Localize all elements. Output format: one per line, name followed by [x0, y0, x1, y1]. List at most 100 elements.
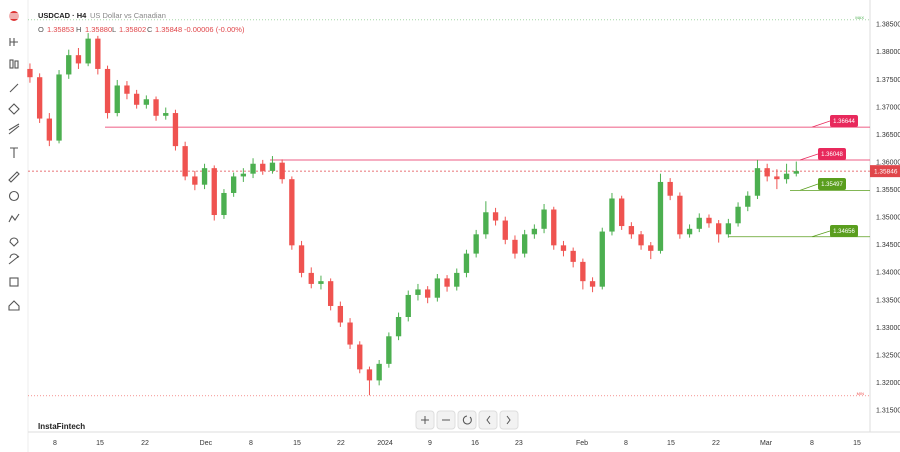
y-tick-label: 1.38500 — [876, 22, 900, 29]
candle-body — [66, 55, 72, 75]
candle-body — [163, 113, 169, 116]
trend-tool[interactable] — [9, 83, 19, 93]
y-tick-label: 1.33500 — [876, 297, 900, 304]
x-tick-label: Feb — [576, 440, 588, 447]
text-tool[interactable] — [10, 147, 18, 158]
candle-body — [395, 316, 402, 337]
ohlc-label: L — [112, 25, 116, 34]
candle-body — [269, 162, 276, 171]
y-tick-label: 1.32500 — [876, 352, 900, 359]
candle-body — [521, 234, 528, 254]
x-tick-label: 16 — [471, 440, 479, 447]
candle-body — [793, 171, 799, 174]
candle-body — [289, 179, 295, 246]
magnet-tool[interactable] — [9, 237, 19, 247]
candle-body — [492, 212, 499, 221]
candle-body — [745, 195, 751, 207]
fib-tool[interactable] — [8, 123, 20, 135]
emoji-tool[interactable] — [8, 190, 20, 202]
pattern-tool[interactable] — [8, 103, 20, 115]
candle-body — [667, 181, 673, 196]
candle-body — [424, 289, 431, 298]
candle-body — [415, 289, 421, 295]
x-tick-label: 8 — [53, 440, 57, 447]
ohlc-label: C — [147, 25, 153, 34]
candle-body — [337, 305, 344, 323]
hide-tool[interactable] — [8, 253, 20, 265]
level-connector — [811, 120, 831, 128]
candle-body — [454, 272, 460, 287]
candle-body — [648, 245, 654, 251]
x-tick-label: 22 — [141, 440, 149, 447]
home-tool[interactable] — [8, 300, 20, 311]
y-tick-label: 1.33000 — [876, 325, 900, 332]
candle-body — [735, 206, 741, 224]
x-tick-label: 15 — [667, 440, 675, 447]
level-label-box — [830, 225, 858, 237]
current-price-box — [870, 165, 900, 178]
candle-body — [46, 118, 53, 141]
candle-body — [250, 163, 256, 174]
y-tick-label: 1.31500 — [876, 408, 900, 415]
change: -0.00006 (-0.00%) — [184, 25, 245, 34]
candle-body — [405, 294, 411, 317]
x-tick-label: 15 — [96, 440, 104, 447]
candle-body — [347, 322, 353, 345]
y-tick-label: 1.36500 — [876, 132, 900, 139]
candle-body — [308, 272, 314, 284]
candle-body — [483, 212, 489, 235]
y-tick-label: 1.37500 — [876, 77, 900, 84]
y-tick-label: 1.35500 — [876, 187, 900, 194]
candle-body — [318, 281, 324, 284]
y-tick-label: 1.38000 — [876, 49, 900, 56]
level-connector — [799, 183, 819, 191]
candle-body — [657, 181, 664, 251]
candle-body — [725, 223, 732, 235]
level-connector — [811, 230, 831, 238]
candle-body — [133, 93, 140, 105]
candle-body — [56, 74, 62, 141]
x-tick-label: 8 — [810, 440, 814, 447]
candle-body — [463, 253, 470, 273]
candle-body — [580, 261, 586, 282]
bars-tool[interactable] — [9, 59, 14, 69]
level-label: 1.36644 — [833, 119, 855, 125]
x-tick-label: Mar — [760, 440, 773, 447]
candle-body — [638, 234, 644, 246]
instrument-name: US Dollar vs Canadian — [90, 11, 166, 20]
candle-body — [764, 168, 770, 177]
ohlc-value: 1.35848 — [155, 25, 182, 34]
candle-body — [366, 369, 373, 381]
extreme-label: MAX — [855, 15, 864, 20]
candle-body — [560, 245, 567, 251]
x-tick-label: 8 — [624, 440, 628, 447]
x-tick-label: 22 — [337, 440, 345, 447]
lock-tool[interactable] — [9, 277, 19, 287]
x-tick-label: 15 — [293, 440, 301, 447]
symbol: USDCAD · H4 — [38, 11, 87, 20]
reset-button[interactable] — [457, 410, 477, 430]
candle-body — [541, 209, 547, 229]
y-tick-label: 1.36000 — [876, 159, 900, 166]
scroll-right-button[interactable] — [499, 410, 519, 430]
x-tick-label: 8 — [249, 440, 253, 447]
crosshair-tool[interactable] — [9, 38, 18, 46]
candle-body — [716, 223, 722, 235]
brush-tool[interactable] — [8, 171, 20, 183]
level-label-box — [830, 115, 858, 127]
ohlc-value: 1.35853 — [47, 25, 74, 34]
candle-body — [551, 209, 557, 246]
candle-body — [677, 195, 683, 235]
candle-body — [104, 68, 111, 114]
candle-body — [27, 68, 33, 78]
level-label-box — [818, 178, 846, 190]
candle-body — [473, 234, 479, 254]
measure-tool[interactable] — [8, 213, 20, 223]
scroll-left-button[interactable] — [478, 410, 498, 430]
ohlc-value: 1.35880 — [85, 25, 112, 34]
ohlc-label: H — [76, 25, 81, 34]
candle-body — [211, 168, 217, 216]
candle-body — [192, 176, 198, 185]
candle-body — [609, 198, 615, 232]
